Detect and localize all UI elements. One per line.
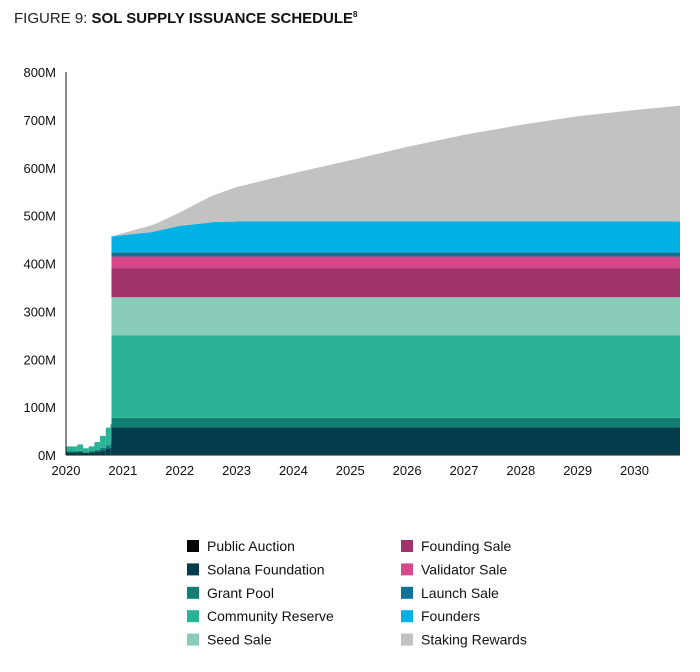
area-community-reserve (111, 335, 680, 418)
early-solana-foundation-step (66, 452, 78, 455)
early-grant-pool-step (77, 450, 84, 453)
legend-label-founders: Founders (421, 608, 480, 624)
early-grant-pool-step (66, 451, 78, 453)
legend-swatch-seed-sale (187, 633, 199, 646)
legend-swatch-launch-sale (401, 586, 413, 599)
x-tick-label: 2026 (393, 463, 422, 478)
legend-swatch-staking-rewards (401, 633, 413, 646)
area-validator-sale (111, 256, 680, 269)
legend: Public Auction Solana Foundation Grant Poo… (187, 538, 527, 648)
area-staking-rewards (111, 105, 680, 237)
early-grant-pool-step (110, 444, 112, 448)
early-community-reserve-step (105, 427, 111, 446)
y-tick-label: 200M (23, 352, 56, 367)
x-tick-label: 2020 (52, 463, 81, 478)
early-solana-foundation-step (110, 447, 112, 455)
early-community-reserve-step (83, 448, 89, 453)
early-unlock-bars (66, 424, 112, 455)
y-tick-label: 500M (23, 209, 56, 224)
early-community-reserve-step (66, 446, 78, 452)
early-solana-foundation-step (88, 452, 95, 455)
legend-label-validator-sale: Validator Sale (421, 561, 507, 577)
footnote-marker: 8 (352, 10, 358, 19)
legend-swatch-community-reserve (187, 610, 199, 623)
legend-swatch-validator-sale (401, 563, 413, 576)
early-community-reserve-step (88, 446, 95, 452)
x-tick-label: 2022 (165, 463, 194, 478)
x-tick-label: 2027 (450, 463, 479, 478)
x-tick-label: 2028 (506, 463, 535, 478)
early-solana-foundation-step (83, 452, 89, 455)
legend-label-founding-sale: Founding Sale (421, 538, 512, 554)
area-solana-foundation (111, 427, 680, 455)
legend-swatch-public-auction (187, 540, 199, 552)
early-grant-pool-step (105, 445, 111, 449)
area-seed-sale (111, 297, 680, 336)
legend-label-solana-foundation: Solana Foundation (207, 561, 325, 577)
y-tick-label: 400M (23, 257, 56, 272)
y-tick-label: 300M (23, 304, 56, 319)
y-tick-label: 0M (38, 448, 56, 463)
legend-label-seed-sale: Seed Sale (207, 632, 272, 648)
legend-swatch-grant-pool (187, 586, 199, 599)
y-tick-label: 700M (23, 113, 56, 128)
early-grant-pool-step (88, 451, 95, 453)
early-solana-foundation-step (100, 450, 106, 455)
figure-title: SOL SUPPLY ISSUANCE SCHEDULE (91, 10, 353, 27)
y-tick-label: 600M (23, 161, 56, 176)
legend-swatch-founding-sale (401, 540, 413, 552)
early-community-reserve-step (110, 424, 112, 445)
chart-title: FIGURE 9: SOL SUPPLY ISSUANCE SCHEDULE8 (14, 10, 357, 27)
early-grant-pool-step (83, 452, 89, 453)
area-launch-sale (111, 252, 680, 257)
chart-axes: 0M 100M 200M 300M 400M 500M 600M 700M 800M 2020 20… (23, 65, 680, 478)
early-grant-pool-step (94, 450, 101, 452)
early-community-reserve-step (100, 435, 106, 448)
legend-label-grant-pool: Grant Pool (207, 585, 274, 601)
legend-label-launch-sale: Launch Sale (421, 585, 499, 601)
area-grant-pool (111, 417, 680, 428)
figure-label: FIGURE 9: (14, 10, 88, 27)
area-founders (111, 221, 680, 253)
legend-label-staking-rewards: Staking Rewards (421, 632, 527, 648)
x-tick-label: 2023 (222, 463, 251, 478)
x-tick-label: 2029 (563, 463, 592, 478)
legend-swatch-solana-foundation (187, 563, 199, 576)
x-tick-label: 2025 (336, 463, 365, 478)
area-founding-sale (111, 268, 680, 298)
x-tick-label: 2021 (108, 463, 137, 478)
x-tick-label: 2030 (620, 463, 649, 478)
y-tick-label: 100M (23, 400, 56, 415)
legend-label-community-reserve: Community Reserve (207, 608, 334, 624)
early-solana-foundation-step (105, 448, 111, 455)
early-community-reserve-step (77, 444, 84, 451)
early-grant-pool-step (100, 447, 106, 451)
x-tick-label: 2024 (279, 463, 308, 478)
early-solana-foundation-step (94, 451, 101, 455)
early-solana-foundation-step (77, 452, 84, 455)
legend-swatch-founders (401, 610, 413, 623)
legend-label-public-auction: Public Auction (207, 538, 295, 554)
y-tick-label: 800M (23, 65, 56, 80)
stacked-areas (111, 105, 680, 455)
early-community-reserve-step (94, 442, 101, 451)
